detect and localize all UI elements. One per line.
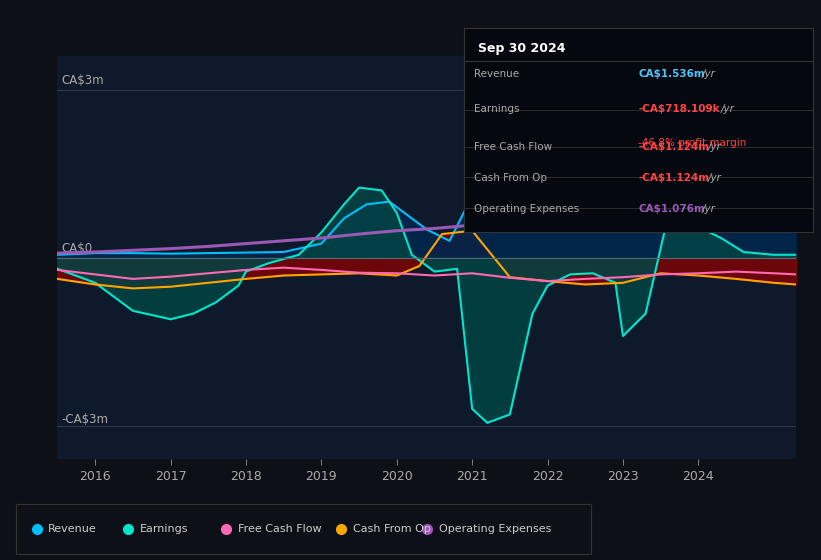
Text: Free Cash Flow: Free Cash Flow: [475, 142, 553, 152]
Text: Sep 30 2024: Sep 30 2024: [478, 43, 566, 55]
Text: CA$1.536m: CA$1.536m: [639, 69, 705, 79]
Text: CA$0: CA$0: [62, 242, 93, 255]
Text: Free Cash Flow: Free Cash Flow: [238, 524, 321, 534]
Text: CA$3m: CA$3m: [62, 74, 104, 87]
Text: /yr: /yr: [721, 104, 735, 114]
Text: Earnings: Earnings: [475, 104, 520, 114]
Text: Earnings: Earnings: [140, 524, 189, 534]
Text: Revenue: Revenue: [48, 524, 97, 534]
Text: Cash From Op: Cash From Op: [353, 524, 430, 534]
Text: -CA$718.109k: -CA$718.109k: [639, 104, 720, 114]
Text: -46.8% profit margin: -46.8% profit margin: [639, 138, 747, 148]
Text: Cash From Op: Cash From Op: [475, 173, 548, 183]
Text: -CA$1.124m: -CA$1.124m: [639, 173, 709, 183]
Text: /yr: /yr: [702, 204, 716, 214]
Text: -CA$1.124m: -CA$1.124m: [639, 142, 709, 152]
Text: /yr: /yr: [708, 142, 722, 152]
Text: /yr: /yr: [708, 173, 722, 183]
Text: -CA$3m: -CA$3m: [62, 413, 108, 426]
Text: Operating Expenses: Operating Expenses: [439, 524, 551, 534]
Text: Operating Expenses: Operating Expenses: [475, 204, 580, 214]
Text: Revenue: Revenue: [475, 69, 520, 79]
Text: /yr: /yr: [702, 69, 716, 79]
Text: CA$1.076m: CA$1.076m: [639, 204, 705, 214]
